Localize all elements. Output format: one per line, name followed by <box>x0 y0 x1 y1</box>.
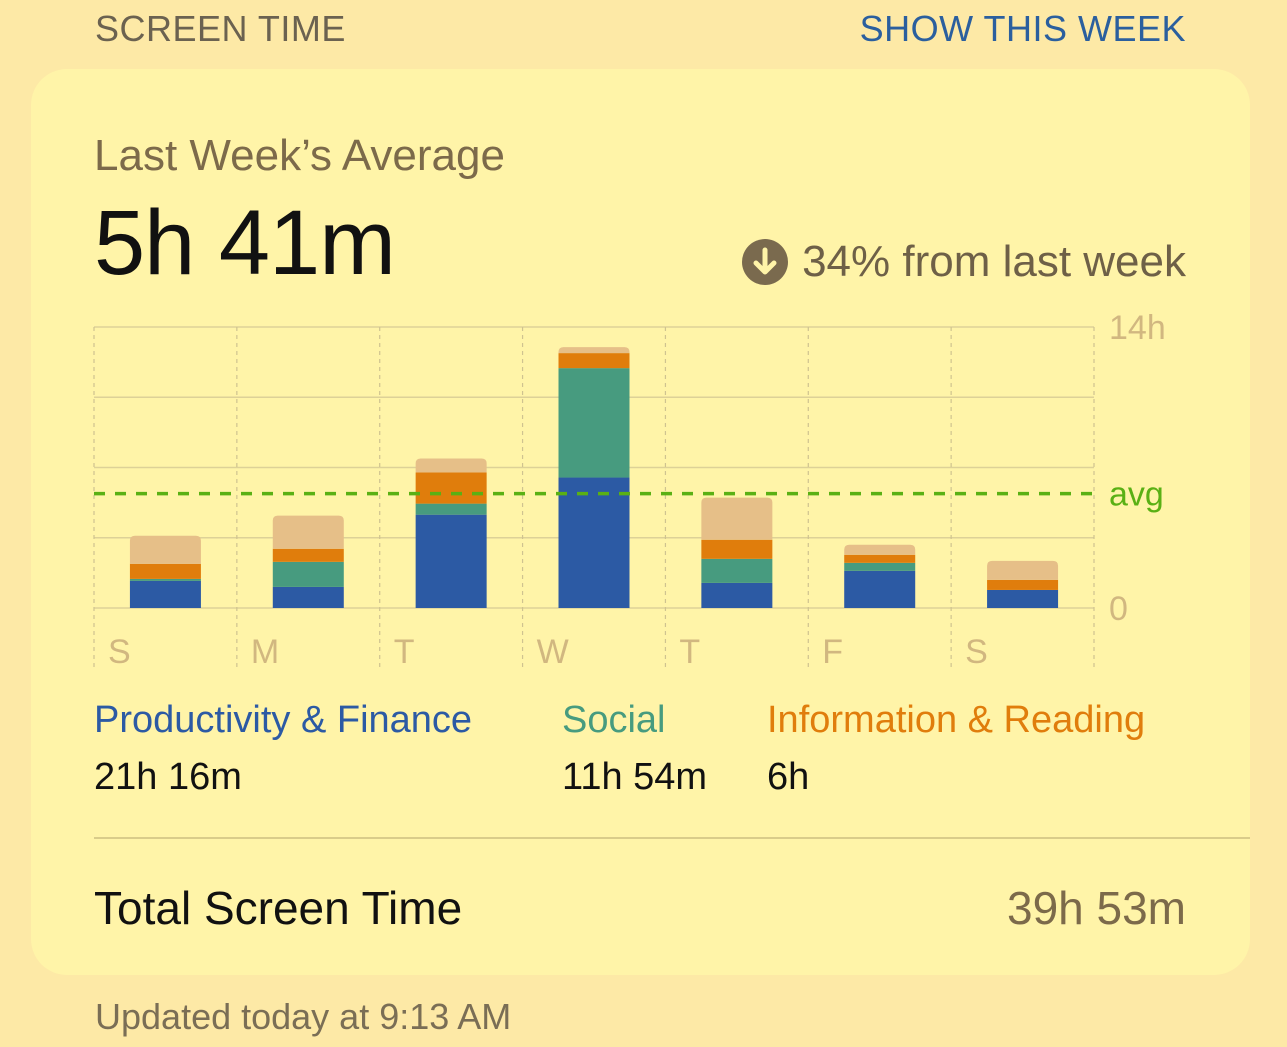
legend-item-information-reading: Information & Reading 6h <box>767 699 1145 799</box>
bar-segment <box>701 582 773 608</box>
x-tick-label: T <box>394 633 415 671</box>
bar-segment <box>701 497 773 540</box>
legend-value: 21h 16m <box>94 756 242 798</box>
x-tick-label: M <box>251 633 279 671</box>
bar-segment <box>558 368 630 478</box>
bar-segment <box>272 586 344 608</box>
bar-segment <box>129 578 201 581</box>
average-value: 5h 41m <box>94 192 396 294</box>
bar-segment <box>415 514 487 608</box>
legend-item-social: Social 11h 54m <box>562 699 707 799</box>
x-tick-label: S <box>108 633 131 671</box>
legend-name: Social <box>562 699 666 741</box>
x-tick-label: S <box>965 633 988 671</box>
bar-segment <box>844 544 916 555</box>
change-text: 34% from last week <box>802 237 1186 286</box>
bar-segment <box>987 579 1059 590</box>
bar-segment <box>129 563 201 579</box>
section-title: SCREEN TIME <box>95 8 346 49</box>
bar-segment <box>558 477 630 608</box>
show-this-week-button[interactable]: SHOW THIS WEEK <box>859 8 1186 49</box>
bar-segment <box>844 554 916 563</box>
bar-segment <box>987 560 1059 580</box>
legend-value: 11h 54m <box>562 756 708 798</box>
updated-text: Updated today at 9:13 AM <box>95 996 512 1037</box>
bar-segment <box>415 458 487 473</box>
usage-chart[interactable]: 14h avg 0 S M T W T F S <box>31 69 1250 689</box>
weekly-change: 34% from last week <box>742 237 1186 287</box>
total-value: 39h 53m <box>1006 882 1186 934</box>
x-tick-label: T <box>679 633 700 671</box>
bar-segment <box>987 589 1059 608</box>
bar-segment <box>272 548 344 562</box>
legend-name: Information & Reading <box>767 699 1146 741</box>
average-label: Last Week’s Average <box>94 131 505 180</box>
arrow-down-circle-icon <box>742 239 789 285</box>
bar-segment <box>701 539 773 559</box>
bar-segment <box>415 503 487 515</box>
legend-name: Productivity & Finance <box>94 699 473 741</box>
bar-segment <box>558 347 630 354</box>
bar-segment <box>701 558 773 583</box>
y-tick-label: avg <box>1109 476 1164 514</box>
total-label: Total Screen Time <box>94 882 463 934</box>
bar-segment <box>272 515 344 549</box>
bar-segment <box>558 353 630 369</box>
legend-value: 6h <box>767 756 810 798</box>
y-tick-label: 0 <box>1109 590 1128 628</box>
x-tick-label: W <box>537 633 569 671</box>
bar-segment <box>415 472 487 504</box>
legend-item-productivity: Productivity & Finance 21h 16m <box>94 699 472 799</box>
divider <box>94 837 1250 839</box>
bar-segment <box>129 535 201 564</box>
bar-segment <box>129 580 201 608</box>
bar-segment <box>844 570 916 608</box>
x-tick-label: F <box>822 633 843 671</box>
y-tick-label: 14h <box>1109 309 1166 347</box>
bar-segment <box>844 562 916 571</box>
bar-segment <box>272 561 344 587</box>
screen-time-card[interactable]: Last Week’s Average 5h 41m 34% from last… <box>31 69 1250 975</box>
